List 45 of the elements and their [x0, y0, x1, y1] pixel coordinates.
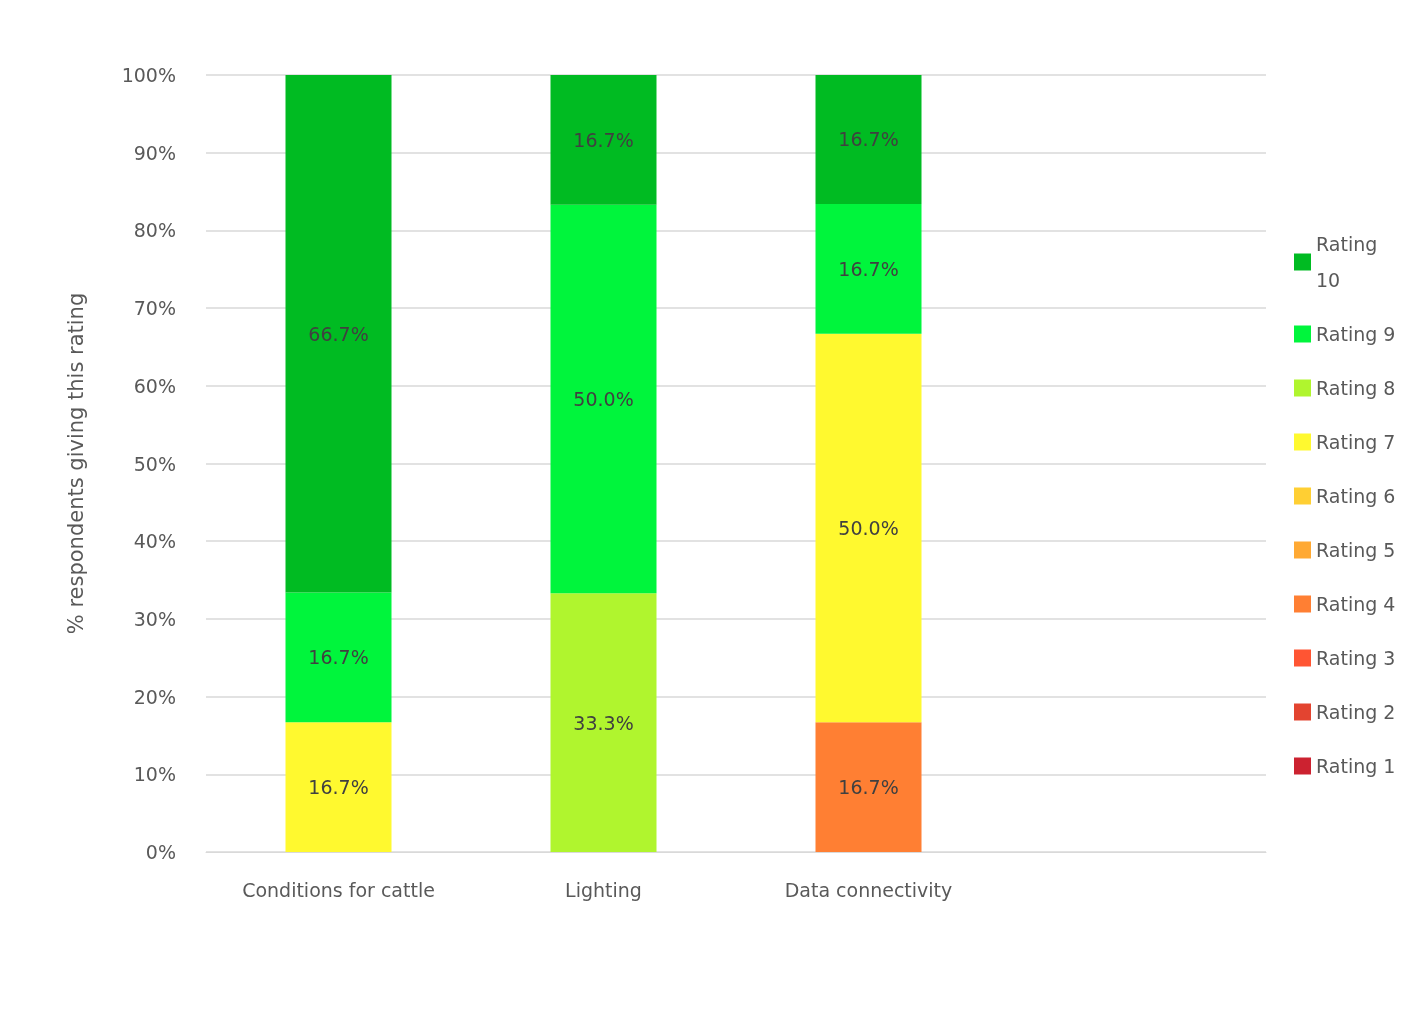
bar [815, 75, 922, 204]
x-tick-label: Lighting [565, 878, 642, 901]
bar [815, 203, 922, 334]
bar [285, 722, 392, 852]
bar [815, 333, 922, 723]
data-label: 16.7% [838, 128, 899, 151]
y-tick-label: 30% [133, 607, 176, 630]
legend-label: Rating 5 [1316, 539, 1396, 561]
data-label: 66.7% [308, 322, 369, 345]
y-axis-title: % respondents giving this rating [63, 292, 88, 635]
bar [550, 75, 657, 205]
legend-label: Rating 3 [1316, 647, 1396, 669]
y-tick-label: 20% [133, 685, 176, 708]
legend-label: Rating 8 [1316, 377, 1396, 399]
legend-label: Rating 1 [1316, 755, 1396, 777]
bar [285, 592, 392, 723]
legend-label: Rating 4 [1316, 593, 1396, 615]
legend-label: Rating 2 [1316, 701, 1396, 723]
bar [815, 722, 922, 852]
legend-label: Rating 6 [1316, 485, 1396, 507]
y-tick-label: 50% [133, 452, 176, 475]
legend-label: Rating 10 [1316, 233, 1384, 291]
x-tick-label: Data connectivity [784, 878, 953, 901]
y-tick-label: 70% [133, 297, 176, 320]
bar [550, 204, 657, 594]
y-tick-label: 60% [133, 374, 176, 397]
y-tick-label: 10% [133, 763, 176, 786]
bar [285, 75, 392, 593]
data-label: 33.3% [573, 711, 634, 734]
y-tick-label: 100% [121, 64, 176, 86]
data-label: 16.7% [838, 257, 899, 280]
data-label: 16.7% [308, 646, 369, 669]
x-tick-label: Conditions for cattle [242, 878, 435, 901]
legend-label: Rating 9 [1316, 323, 1396, 345]
y-tick-label: 90% [133, 141, 176, 164]
data-label: 16.7% [573, 128, 634, 151]
data-label: 16.7% [308, 776, 369, 799]
y-tick-label: 80% [133, 219, 176, 242]
y-tick-label: 0% [145, 841, 176, 863]
y-tick-label: 40% [133, 530, 176, 553]
data-label: 16.7% [838, 776, 899, 799]
legend-label: Rating 7 [1316, 431, 1396, 453]
data-label: 50.0% [838, 516, 899, 539]
data-label: 50.0% [573, 388, 634, 411]
bar [550, 593, 657, 852]
